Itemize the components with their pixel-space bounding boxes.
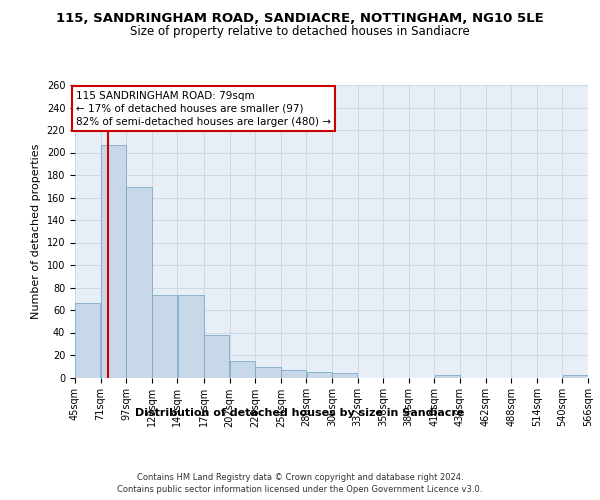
Bar: [178, 296, 204, 378]
Text: Distribution of detached houses by size in Sandiacre: Distribution of detached houses by size …: [136, 408, 464, 418]
Bar: [281, 370, 306, 378]
Text: Size of property relative to detached houses in Sandiacre: Size of property relative to detached ho…: [130, 25, 470, 38]
Bar: [563, 375, 588, 378]
Y-axis label: Number of detached properties: Number of detached properties: [31, 144, 41, 319]
Bar: [307, 372, 332, 378]
Bar: [256, 368, 281, 378]
Bar: [75, 303, 100, 378]
Bar: [152, 296, 177, 378]
Text: Contains HM Land Registry data © Crown copyright and database right 2024.: Contains HM Land Registry data © Crown c…: [137, 472, 463, 482]
Text: Contains public sector information licensed under the Open Government Licence v3: Contains public sector information licen…: [118, 485, 482, 494]
Text: 115 SANDRINGHAM ROAD: 79sqm
← 17% of detached houses are smaller (97)
82% of sem: 115 SANDRINGHAM ROAD: 79sqm ← 17% of det…: [76, 90, 331, 127]
Bar: [101, 144, 126, 378]
Text: 115, SANDRINGHAM ROAD, SANDIACRE, NOTTINGHAM, NG10 5LE: 115, SANDRINGHAM ROAD, SANDIACRE, NOTTIN…: [56, 12, 544, 26]
Bar: [204, 335, 229, 378]
Bar: [434, 375, 460, 378]
Bar: [127, 188, 152, 378]
Bar: [332, 373, 358, 378]
Bar: [230, 360, 255, 378]
